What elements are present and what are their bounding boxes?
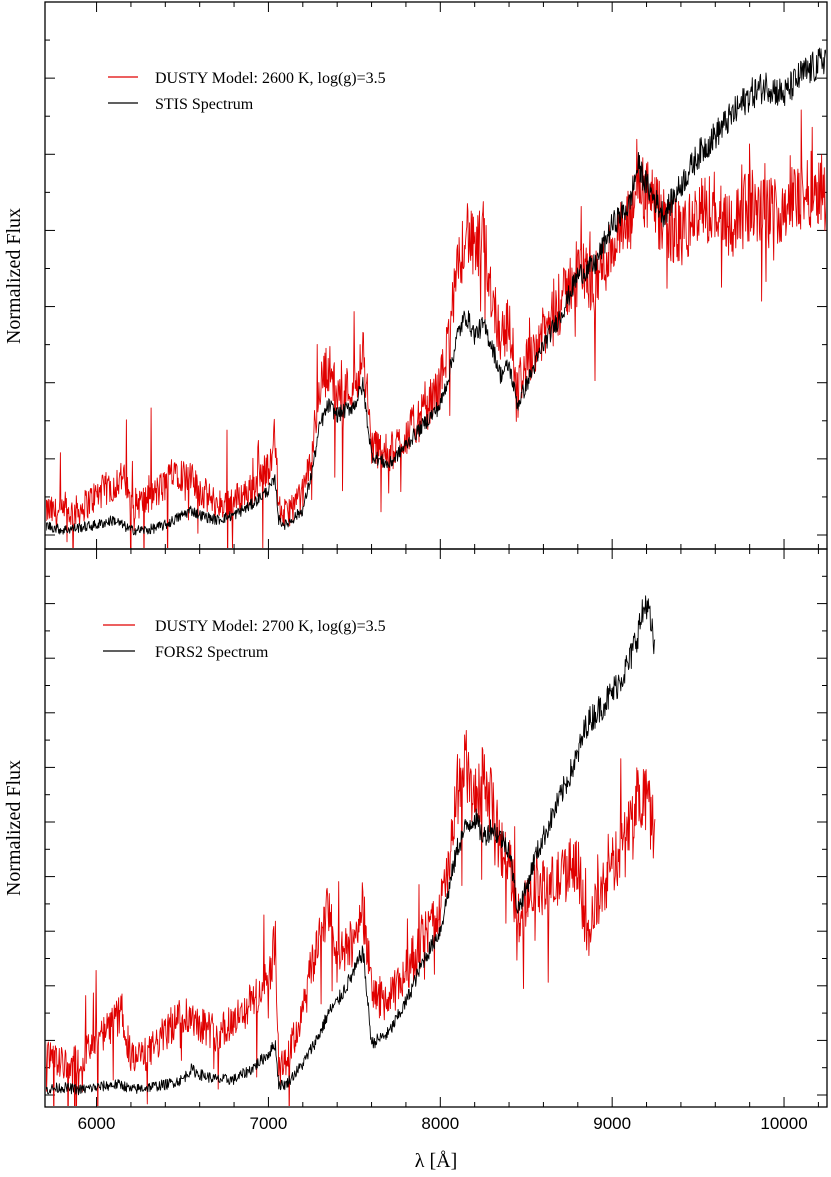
x-tick-label: 8000 <box>421 1114 459 1133</box>
top-legend: DUSTY Model: 2600 K, log(g)=3.5 STIS Spe… <box>108 70 386 113</box>
bottom-model-spectrum-line <box>46 729 656 1106</box>
bottom-panel-series <box>46 595 656 1106</box>
top-legend-obs-label: STIS Spectrum <box>155 96 254 113</box>
bottom-legend-obs-label: FORS2 Spectrum <box>155 644 269 661</box>
bottom-y-axis-title: Normalized Flux <box>3 760 25 896</box>
bottom-observed-spectrum-line <box>46 595 656 1096</box>
x-tick-label: 10000 <box>760 1114 807 1133</box>
top-legend-model-label: DUSTY Model: 2600 K, log(g)=3.5 <box>155 70 386 87</box>
x-tick-label: 9000 <box>593 1114 631 1133</box>
x-tick-label: 7000 <box>250 1114 288 1133</box>
bottom-panel-frame <box>44 548 828 1108</box>
bottom-panel-ticks: 6000 7000 8000 9000 10000 <box>45 549 827 1133</box>
bottom-legend-model-label: DUSTY Model: 2700 K, log(g)=3.5 <box>155 618 386 635</box>
top-model-spectrum-line <box>46 109 826 548</box>
top-panel-ticks <box>45 2 827 549</box>
top-panel-series <box>46 47 826 548</box>
bottom-legend: DUSTY Model: 2700 K, log(g)=3.5 FORS2 Sp… <box>103 618 386 661</box>
x-axis-title: λ [Å] <box>415 1150 457 1172</box>
top-y-axis-title: Normalized Flux <box>3 208 25 344</box>
top-observed-spectrum-line <box>46 47 826 536</box>
x-tick-label: 6000 <box>78 1114 116 1133</box>
